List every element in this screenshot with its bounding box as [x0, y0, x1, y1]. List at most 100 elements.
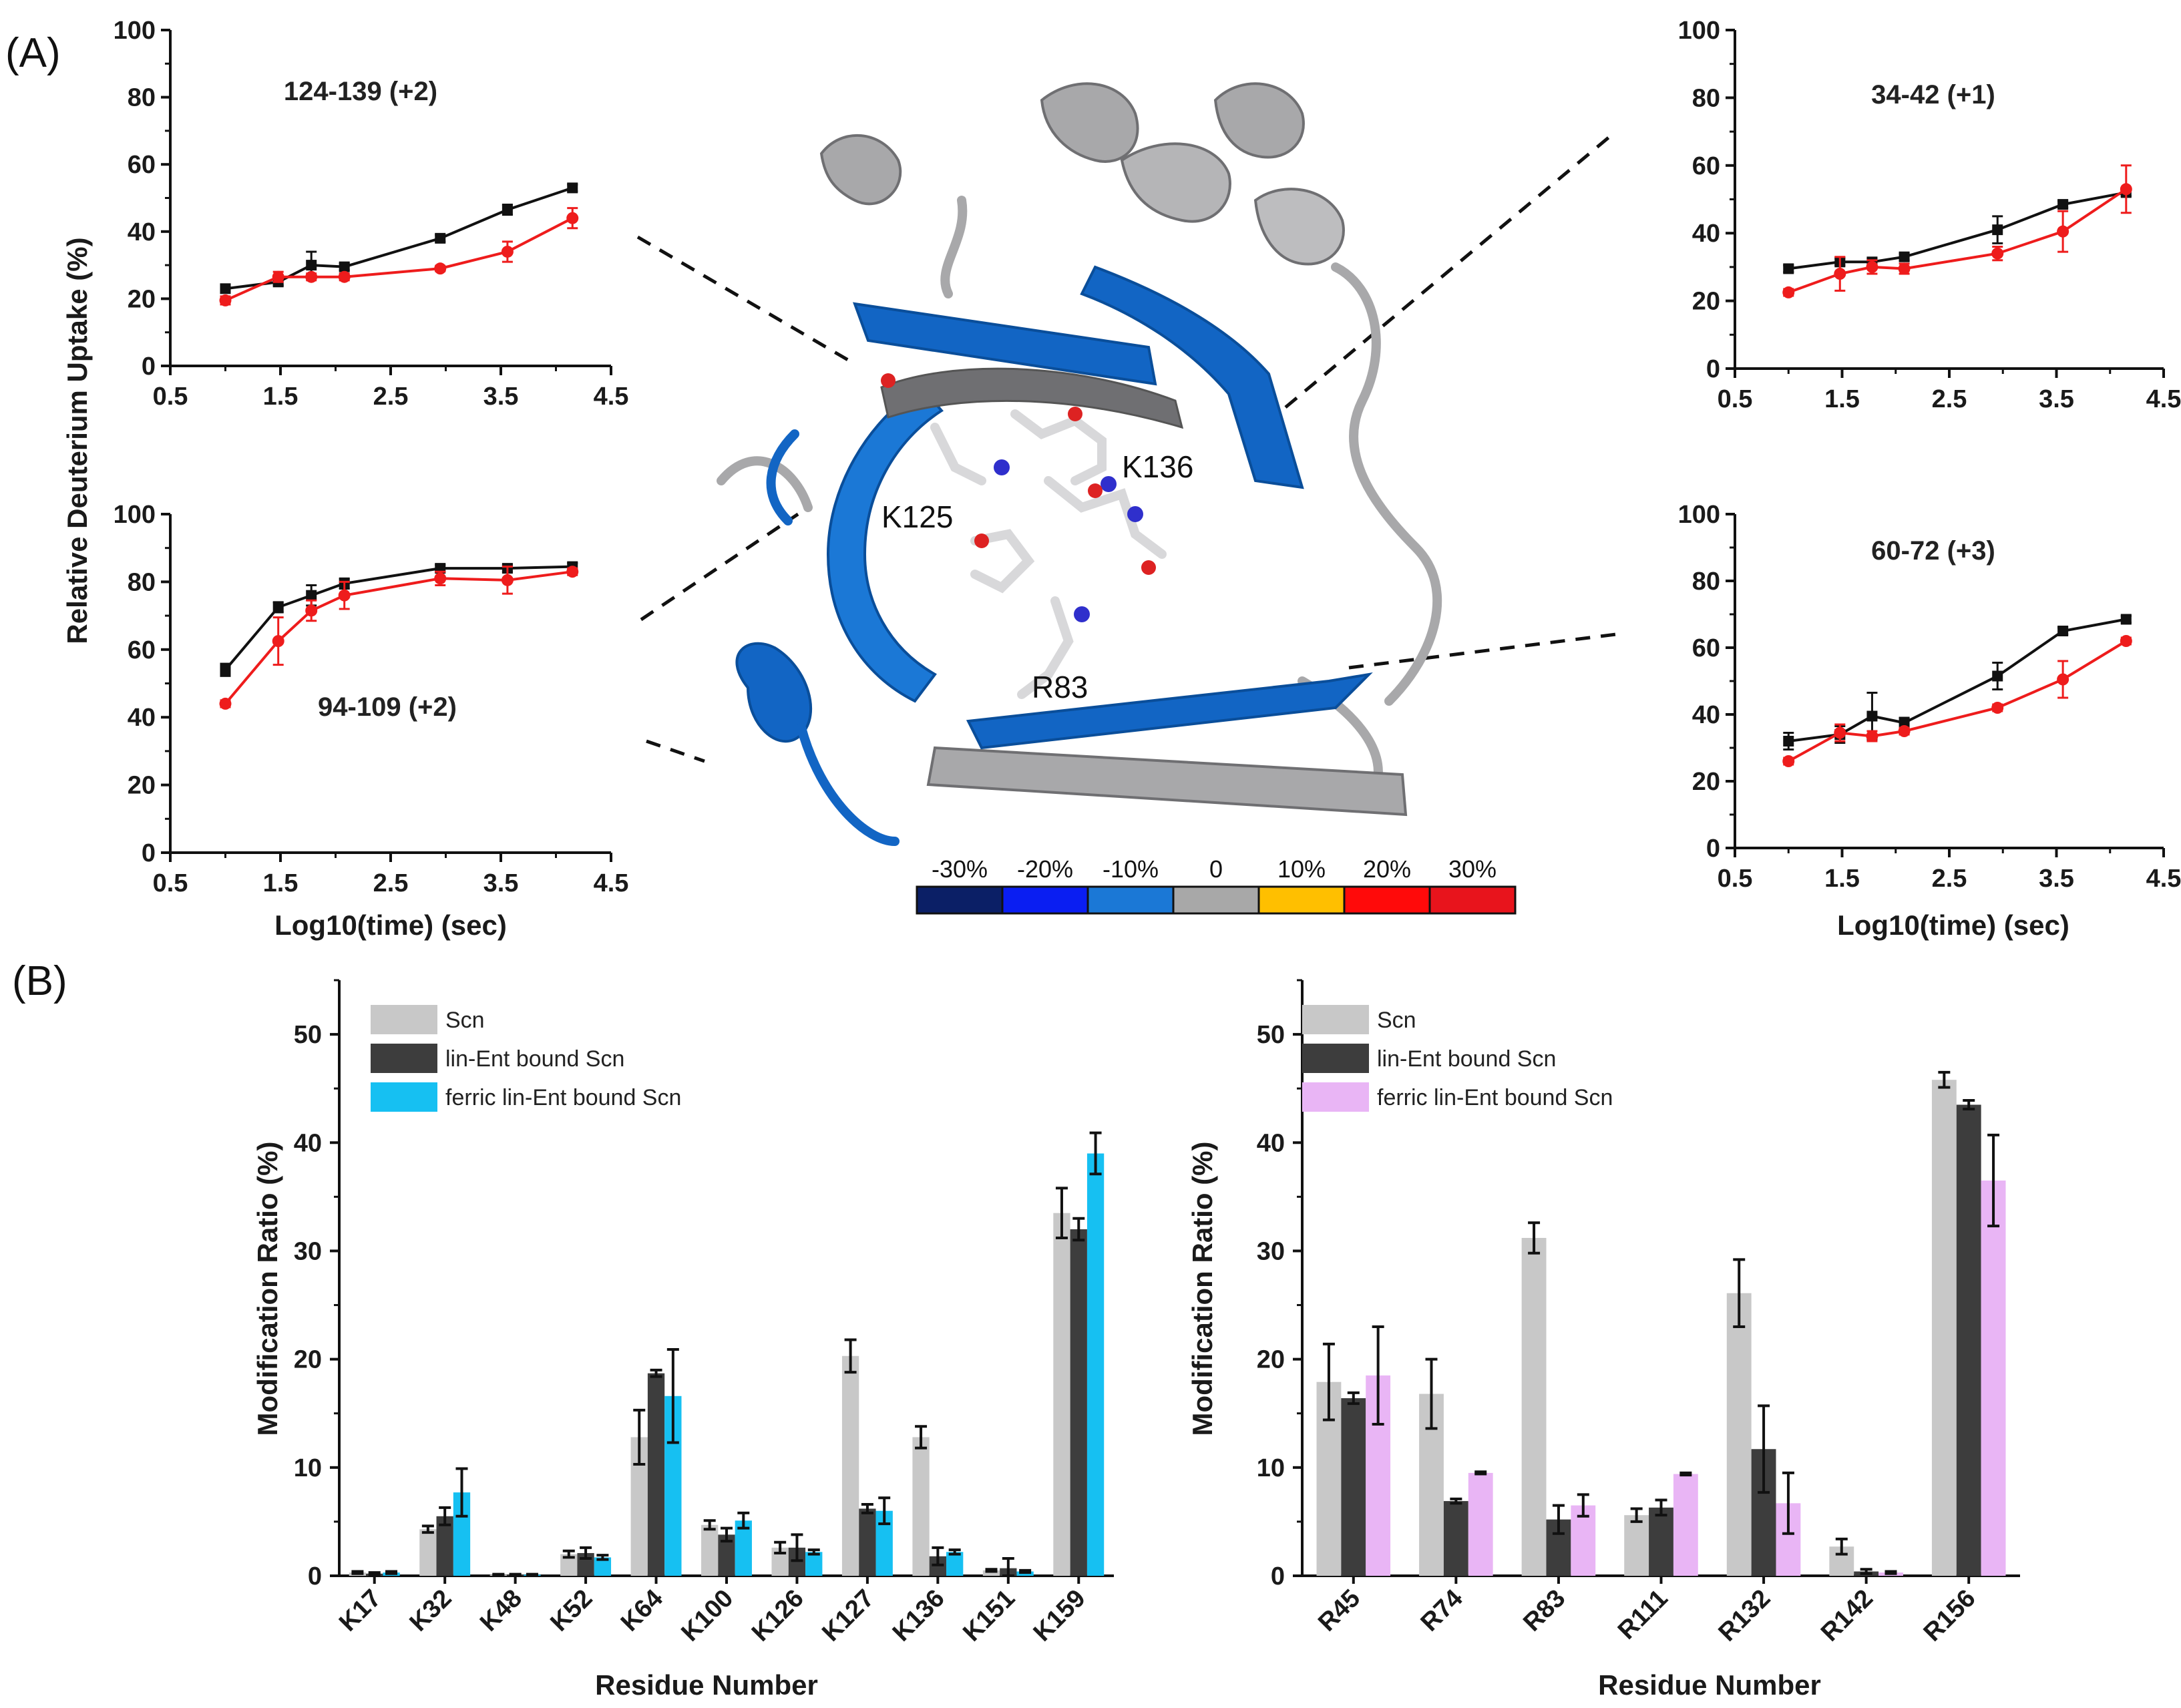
helix — [1213, 82, 1305, 159]
connector-lines — [636, 136, 1617, 763]
beta-strand — [852, 302, 1157, 386]
helix — [735, 642, 812, 743]
y-axis-label: Relative Deuterium Uptake (%) — [61, 237, 93, 644]
y-tick-label: 50 — [294, 1021, 322, 1049]
connector-line — [646, 739, 705, 763]
data-point-red — [1991, 247, 2004, 260]
y-tick-label: 20 — [1692, 768, 1720, 796]
ligand-sticks — [930, 409, 1167, 699]
data-point-black — [2057, 199, 2069, 210]
x-tick-label: 3.5 — [483, 869, 519, 897]
x-tick-label: 2.5 — [373, 869, 409, 897]
data-point-black — [1783, 263, 1794, 274]
bar-scn — [1726, 1293, 1752, 1576]
x-tick-label: R83 — [1518, 1584, 1571, 1637]
bar-scn — [701, 1524, 719, 1576]
y-tick-label: 60 — [1692, 152, 1720, 180]
oxygen-atom — [1068, 407, 1082, 421]
y-tick-label: 80 — [1692, 568, 1720, 596]
data-point-red — [2120, 635, 2132, 647]
data-point-black — [435, 232, 446, 244]
x-tick-label: R74 — [1416, 1584, 1468, 1637]
y-tick-label: 30 — [294, 1237, 322, 1265]
beta-strand — [880, 367, 1184, 429]
data-point-red — [501, 574, 514, 586]
x-tick-label: 4.5 — [2146, 865, 2181, 893]
legend-label: Scn — [1377, 1008, 1416, 1033]
x-tick-label: 0.5 — [153, 383, 188, 411]
connector-line — [1348, 632, 1617, 670]
x-tick-label: 0.5 — [153, 869, 188, 897]
x-tick-label: 3.5 — [2039, 865, 2074, 893]
y-tick-label: 0 — [1271, 1562, 1285, 1590]
y-tick-label: 50 — [1257, 1021, 1285, 1049]
residue-label: K136 — [1122, 449, 1193, 484]
series-line-black — [1788, 618, 2127, 742]
data-point-red — [272, 270, 284, 283]
data-point-black — [339, 261, 350, 272]
oxygen-atom — [1088, 483, 1103, 498]
bar-ferric-lin-ent-bound-scn — [1468, 1472, 1493, 1576]
colorbar-label: 10% — [1277, 855, 1326, 883]
bar-scn — [841, 1355, 859, 1576]
x-tick-label: K136 — [887, 1584, 950, 1647]
data-point-red — [1991, 702, 2004, 714]
x-tick-label: R156 — [1919, 1584, 1981, 1647]
beta-strand — [826, 385, 944, 703]
x-tick-label: K127 — [817, 1584, 879, 1647]
data-point-red — [1782, 286, 1795, 298]
data-point-black — [1783, 736, 1794, 746]
loop — [766, 429, 900, 846]
x-tick-label: K159 — [1028, 1584, 1091, 1647]
legend-swatch — [1302, 1005, 1369, 1034]
data-point-red — [1834, 268, 1846, 280]
y-tick-label: 40 — [294, 1129, 322, 1157]
x-tick-label: R132 — [1714, 1584, 1776, 1647]
legend-label: lin-Ent bound Scn — [445, 1046, 624, 1072]
bar-scn — [1931, 1080, 1957, 1576]
helix — [1120, 142, 1231, 223]
x-tick-label: K100 — [676, 1584, 739, 1647]
bar-lin-ent-bound-scn — [647, 1373, 665, 1576]
y-tick-label: 0 — [1706, 835, 1720, 863]
bar-scn — [982, 1570, 1000, 1576]
chart-title: 94-109 (+2) — [318, 692, 457, 722]
y-tick-label: 20 — [128, 285, 156, 313]
colorbar-label: -10% — [1103, 855, 1159, 883]
data-point-black — [1992, 224, 2003, 236]
colorbar-segment — [1257, 885, 1346, 915]
bar-scn — [912, 1437, 930, 1576]
y-tick-label: 60 — [128, 151, 156, 179]
series-line-red — [224, 216, 574, 302]
data-point-red — [338, 270, 351, 283]
colorbar-label: -30% — [932, 855, 988, 883]
y-tick-label: 40 — [128, 704, 156, 732]
oxygen-atom — [1141, 560, 1156, 575]
colorbar-segment — [1428, 885, 1517, 915]
y-tick-label: 100 — [1678, 17, 1720, 45]
y-tick-label: 100 — [114, 501, 156, 529]
x-tick-label: K48 — [475, 1584, 528, 1637]
x-axis-label: Log10(time) (sec) — [1837, 909, 2069, 941]
panel-a-label: (A) — [5, 30, 61, 76]
bar-lin-ent-bound-scn — [859, 1508, 876, 1576]
legend-swatch — [371, 1082, 437, 1112]
oxygen-atom — [974, 533, 989, 548]
bar-ferric-lin-ent-bound-scn — [805, 1552, 823, 1576]
colorbar-label: -20% — [1017, 855, 1073, 883]
chart-title: 124-139 (+2) — [284, 77, 437, 106]
legend-label: ferric lin-Ent bound Scn — [1377, 1085, 1613, 1110]
colorbar-segment — [916, 885, 1004, 915]
hdx-chart-34-42: 0 20 40 60 80 100 0.5 1.5 2.5 3.5 4.5 34-42 (+1) — [1678, 17, 2181, 413]
x-tick-label: K151 — [958, 1584, 1020, 1647]
nitrogen-atom — [1074, 606, 1090, 622]
x-tick-label: R111 — [1613, 1584, 1673, 1645]
colorbar-segment — [1001, 885, 1089, 915]
bar-ferric-lin-ent-bound-scn — [1981, 1181, 2006, 1576]
x-tick-label: 2.5 — [373, 383, 409, 411]
data-point-red — [1782, 755, 1795, 767]
data-point-red — [305, 270, 318, 283]
x-tick-label: R45 — [1313, 1584, 1366, 1637]
bar-scn — [1053, 1213, 1070, 1576]
data-point-red — [1898, 725, 1911, 737]
